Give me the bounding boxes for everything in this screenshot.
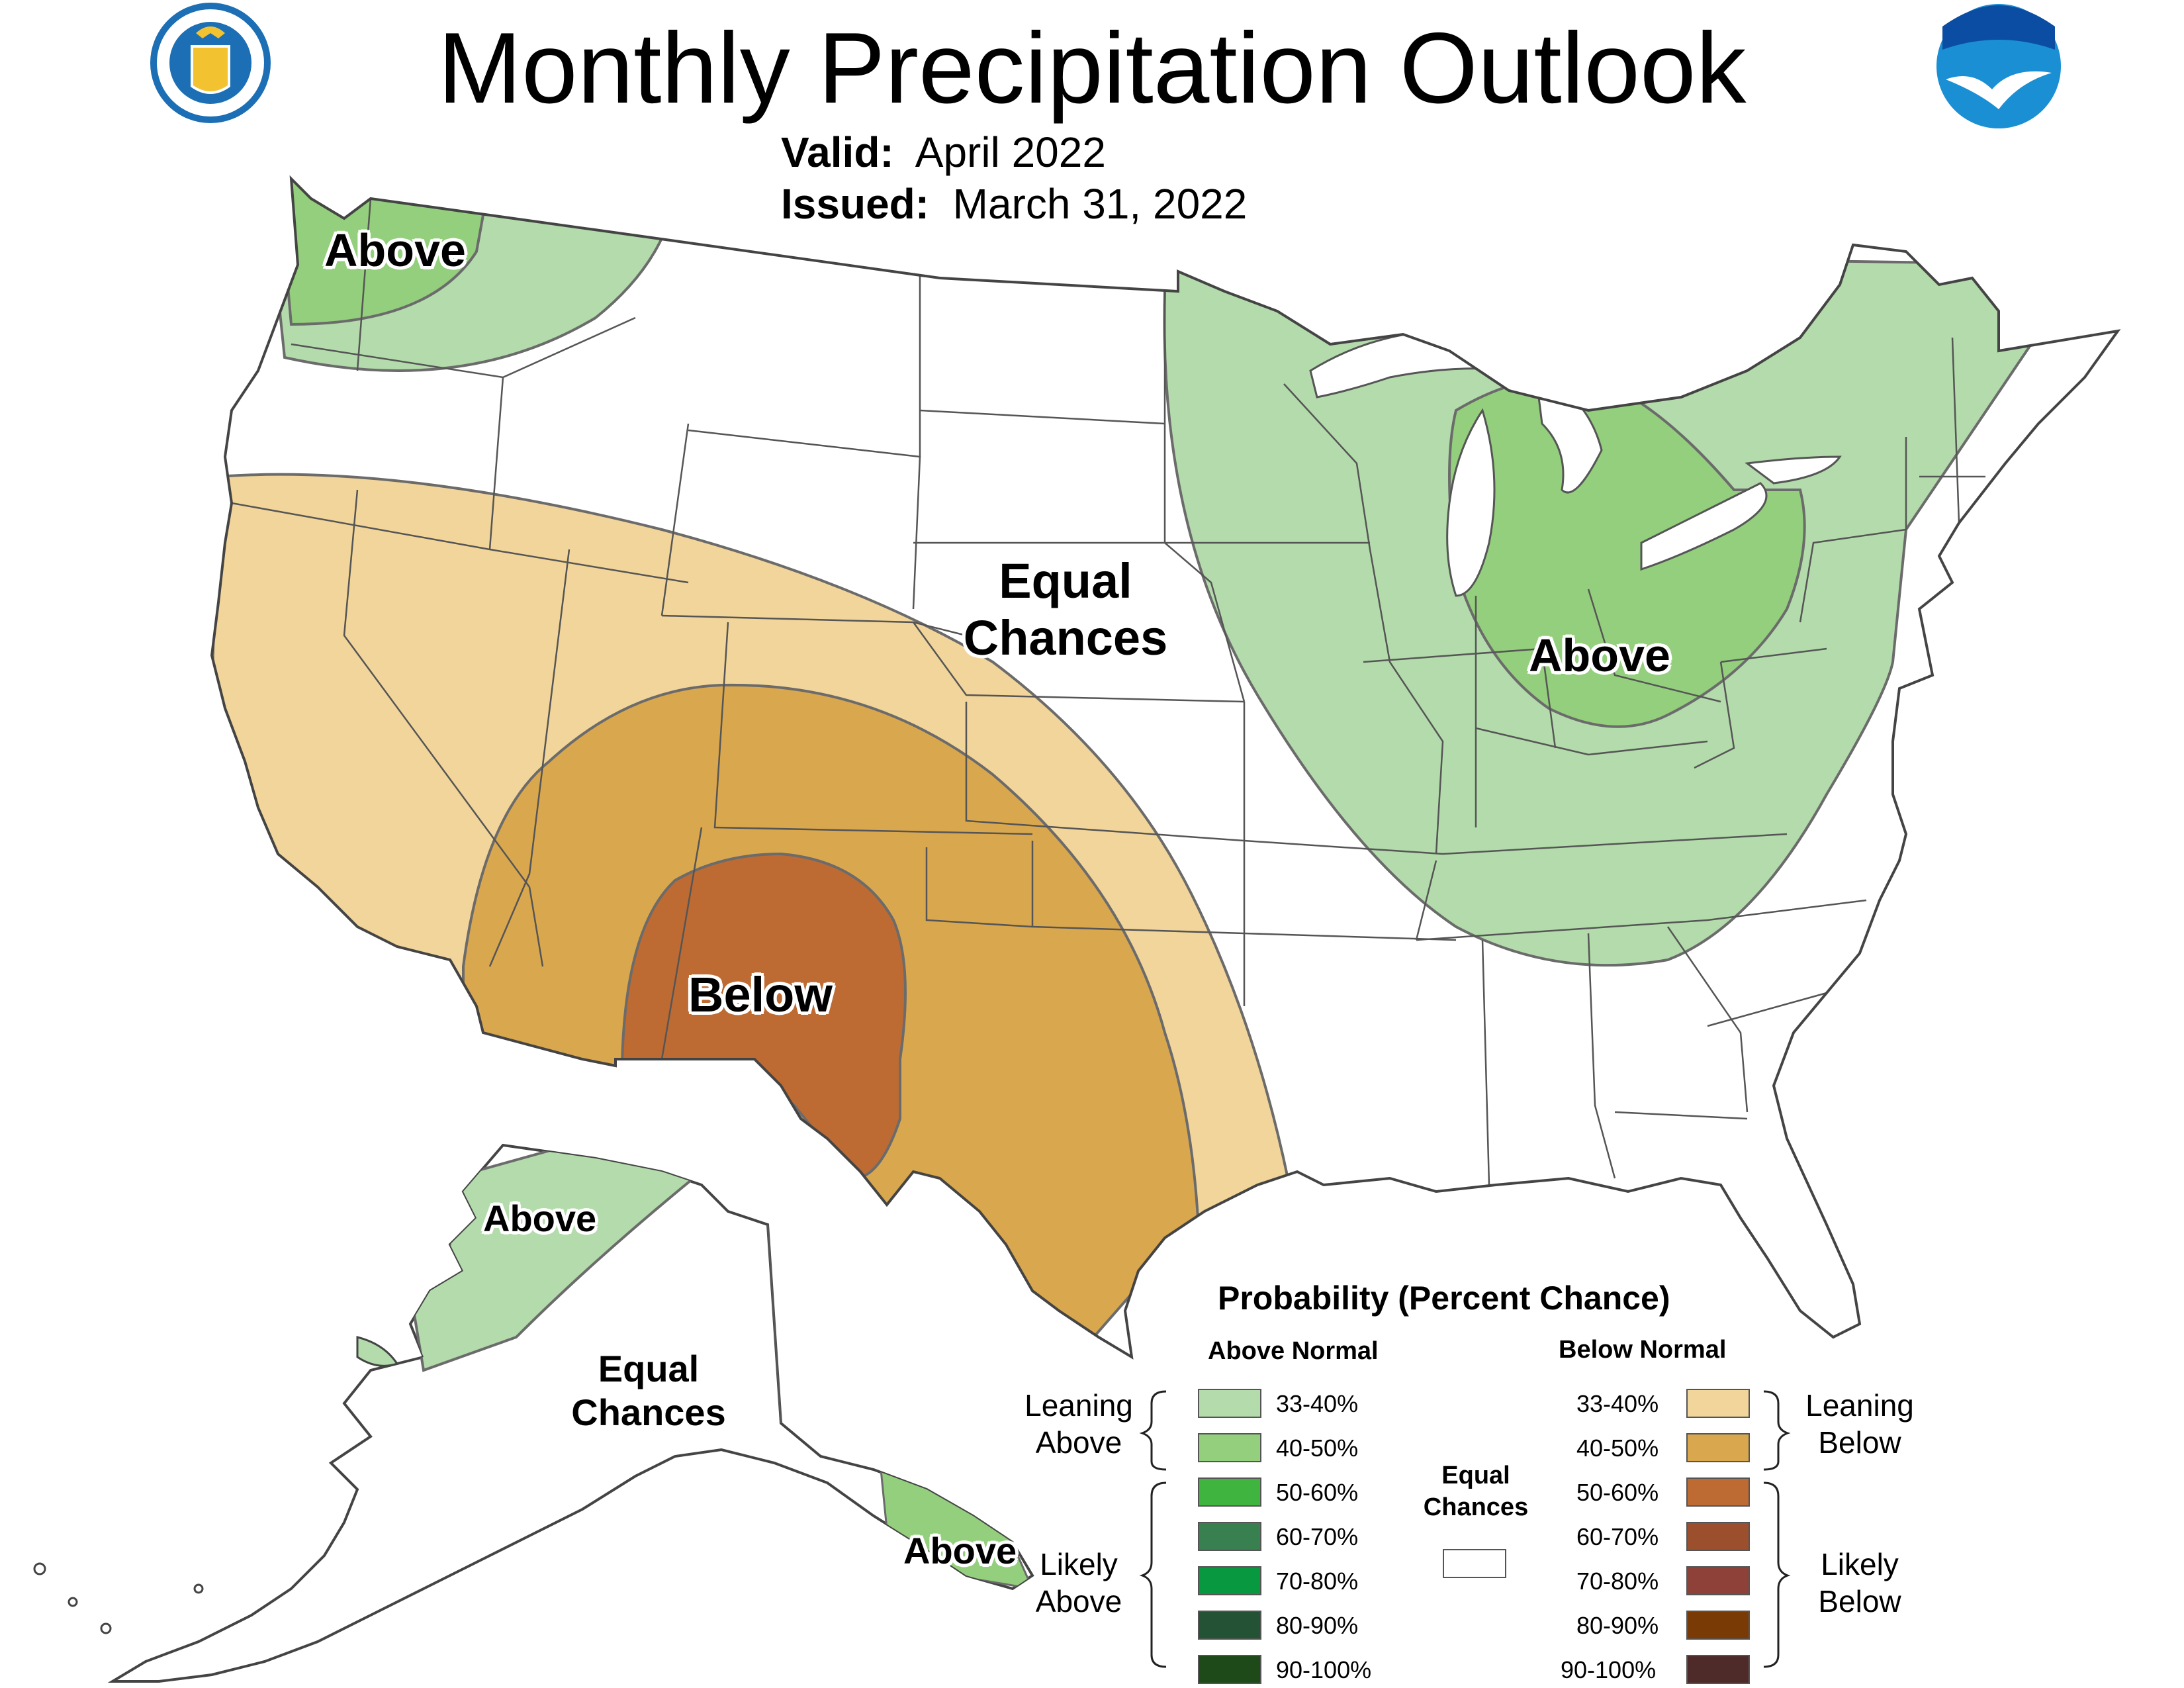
legend-below-range: 90-100% [1561,1656,1657,1683]
legend-leaning-below-label: Leaning Below [1805,1388,1914,1460]
legend-leaning-above-label: Leaning Above [1024,1388,1133,1460]
valid-row: Valid: April 2022 [781,127,1106,177]
region-label-southwest: Below [688,967,833,1022]
legend-above-swatch [1198,1566,1261,1595]
legend-above-swatch [1198,1389,1261,1418]
legend-below-swatch [1686,1389,1750,1418]
legend-below-swatch [1686,1433,1750,1462]
region-label-alaska-interior: Equal Chances [571,1348,726,1433]
legend-title: Probability (Percent Chance) [1218,1280,1670,1317]
legend-below-range: 70-80% [1576,1568,1659,1595]
legend-below-swatch [1686,1655,1750,1684]
legend-below-range: 33-40% [1576,1390,1659,1417]
legend-likely-above-label: Likely Above [1035,1547,1122,1618]
legend-brackets [1139,1390,1791,1668]
legend-below-range: 40-50% [1576,1434,1659,1462]
region-label-alaska-southeast: Above [903,1530,1017,1571]
legend-above-swatch [1198,1477,1261,1507]
legend-below-range: 50-60% [1576,1479,1659,1506]
department-of-commerce-seal-icon [150,3,271,123]
legend-below-swatch [1686,1611,1750,1640]
legend-above-range: 80-90% [1276,1612,1359,1639]
legend-above-header: Above Normal [1208,1337,1379,1365]
legend-above-range: 70-80% [1276,1568,1359,1595]
legend-above-range: 50-60% [1276,1479,1359,1506]
page-title: Monthly Precipitation Outlook [437,12,1747,124]
region-label-alaska-west: Above [483,1197,597,1239]
legend-above-range: 60-70% [1276,1523,1359,1550]
legend-equal-chances-swatch [1443,1549,1506,1578]
legend-below-swatch [1686,1566,1750,1595]
legend-above-swatch [1198,1655,1261,1684]
legend-below-range: 60-70% [1576,1523,1659,1550]
legend-equal-chances-label: Equal Chances [1423,1462,1529,1521]
region-label-pacific-nw: Above [324,224,466,276]
legend-below-swatch [1686,1522,1750,1551]
legend-above-range: 90-100% [1276,1656,1372,1683]
legend-above-range: 33-40% [1276,1390,1359,1417]
legend-above-swatch [1198,1522,1261,1551]
valid-value: April 2022 [915,128,1106,176]
issued-label: Issued: [781,180,930,228]
legend-below-header: Below Normal [1559,1336,1727,1364]
issued-row: Issued: March 31, 2022 [781,179,1247,229]
legend-below-range: 80-90% [1576,1612,1659,1639]
legend-above-swatch [1198,1433,1261,1462]
region-label-east: Above [1529,630,1670,681]
legend-likely-below-label: Likely Below [1818,1547,1901,1618]
region-label-central: Equal Chances [963,553,1168,665]
issued-value: March 31, 2022 [952,180,1248,228]
legend-above-swatch [1198,1611,1261,1640]
legend-below-swatch [1686,1477,1750,1507]
legend: Probability (Percent Chance) Above Norma… [993,1271,1985,1684]
valid-label: Valid: [781,128,894,176]
legend-above-range: 40-50% [1276,1434,1359,1462]
noaa-logo-icon [1934,1,2064,131]
